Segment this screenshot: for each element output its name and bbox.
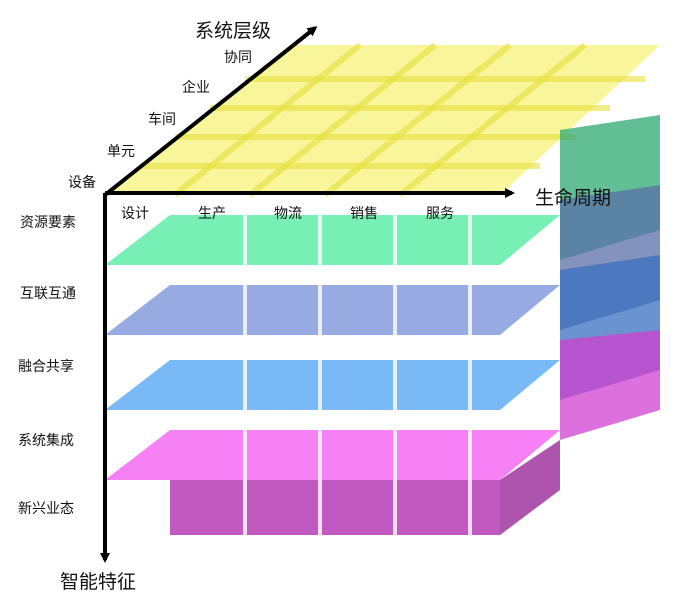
system-level-tick: 设备 [68, 175, 96, 191]
system-level-tick: 车间 [148, 112, 176, 128]
layer-emerging-formats [170, 440, 560, 535]
layer-system-integration [105, 330, 660, 480]
life-cycle-tick: 生产 [198, 206, 226, 222]
life-cycle-axis-title: 生命周期 [535, 187, 612, 209]
system-level-tick: 企业 [182, 80, 210, 96]
intelligent-feature-tick: 新兴业态 [18, 501, 74, 517]
intelligent-feature-tick: 系统集成 [18, 433, 74, 449]
life-cycle-tick: 设计 [121, 206, 149, 222]
intelligent-feature-tick: 互联互通 [20, 286, 76, 302]
intelligent-features-axis-title: 智能特征 [60, 571, 137, 593]
system-level-axis [103, 26, 318, 197]
vertical-grid [243, 210, 472, 535]
system-level-tick: 单元 [107, 144, 135, 160]
life-cycle-tick: 销售 [350, 206, 378, 222]
life-cycle-tick: 物流 [274, 206, 302, 222]
system-level-tick: 协同 [224, 50, 252, 66]
intelligent-feature-tick: 资源要素 [20, 215, 76, 231]
system-level-axis-title: 系统层级 [195, 20, 272, 42]
intelligent-feature-tick: 融合共享 [18, 359, 74, 375]
life-cycle-tick: 服务 [426, 206, 454, 222]
top-grid [140, 42, 645, 198]
